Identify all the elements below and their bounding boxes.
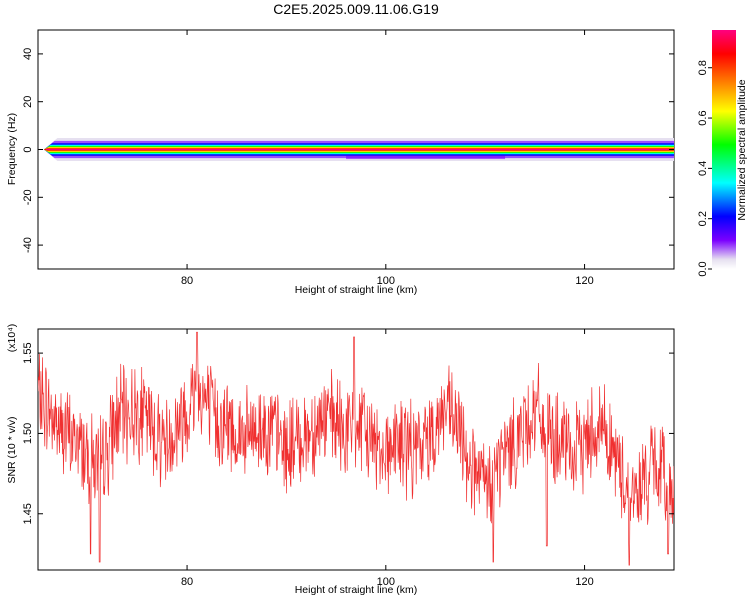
spectrogram-x-label: Height of straight line (km)	[295, 284, 418, 296]
spectrogram-y-tick-label: -40	[22, 237, 34, 253]
snr-y-label: SNR (10 * v/v)	[6, 416, 18, 483]
colorbar-tick-label: 0.6	[697, 110, 709, 125]
spectrogram-y-ticks: 40 20 0 -20 -40	[22, 48, 674, 253]
snr-panel: 80 100 120 1.55 1.50 1.45 Height of straight…	[6, 324, 675, 596]
snr-x-tick-label: 100	[377, 576, 395, 588]
snr-x-label: Height of straight line (km)	[295, 584, 418, 596]
spectrogram-y-tick-label: 20	[22, 96, 34, 108]
spectrogram-x-tick-label: 120	[575, 275, 593, 287]
colorbar-ticks: 0.0 0.2 0.4 0.6 0.8	[697, 60, 712, 277]
spectrogram-y-tick-label: 40	[22, 48, 34, 60]
snr-x-tick-label: 80	[181, 576, 193, 588]
colorbar: 0.0 0.2 0.4 0.6 0.8 Normalized spectral ampl…	[697, 30, 748, 277]
snr-series-line	[38, 331, 674, 566]
spectrogram-x-tick-label: 100	[377, 275, 395, 287]
snr-y-tick-label: 1.45	[22, 503, 34, 524]
snr-y-ticks: 1.55 1.50 1.45	[22, 342, 674, 524]
snr-y-tick-label: 1.50	[22, 423, 34, 444]
spectrogram-fringe	[346, 155, 506, 160]
colorbar-label: Normalized spectral amplitude	[736, 79, 748, 220]
snr-y-tick-label: 1.55	[22, 342, 34, 363]
spectrogram-y-tick-label: 0	[22, 146, 34, 152]
colorbar-tick-label: 0.4	[697, 161, 709, 176]
colorbar-tick-label: 0.2	[697, 211, 709, 226]
spectrogram-x-ticks: 80 100 120	[181, 30, 594, 287]
colorbar-tick-label: 0.0	[697, 261, 709, 276]
spectrogram-band	[43, 138, 674, 161]
figure-title: C2E5.2025.009.11.06.G19	[273, 1, 439, 17]
snr-y-multiplier: (x10⁴)	[6, 324, 18, 352]
snr-x-tick-label: 120	[575, 576, 593, 588]
colorbar-tick-label: 0.8	[697, 60, 709, 75]
spectrogram-y-tick-label: -20	[22, 189, 34, 205]
spectrogram-y-label: Frequency (Hz)	[6, 113, 18, 185]
snr-x-ticks: 80 100 120	[181, 329, 594, 588]
spectrogram-x-tick-label: 80	[181, 275, 193, 287]
colorbar-gradient	[712, 30, 736, 269]
spectrogram-panel: 80 100 120 40 20 0 -20 -40 Height of straight …	[6, 29, 675, 296]
